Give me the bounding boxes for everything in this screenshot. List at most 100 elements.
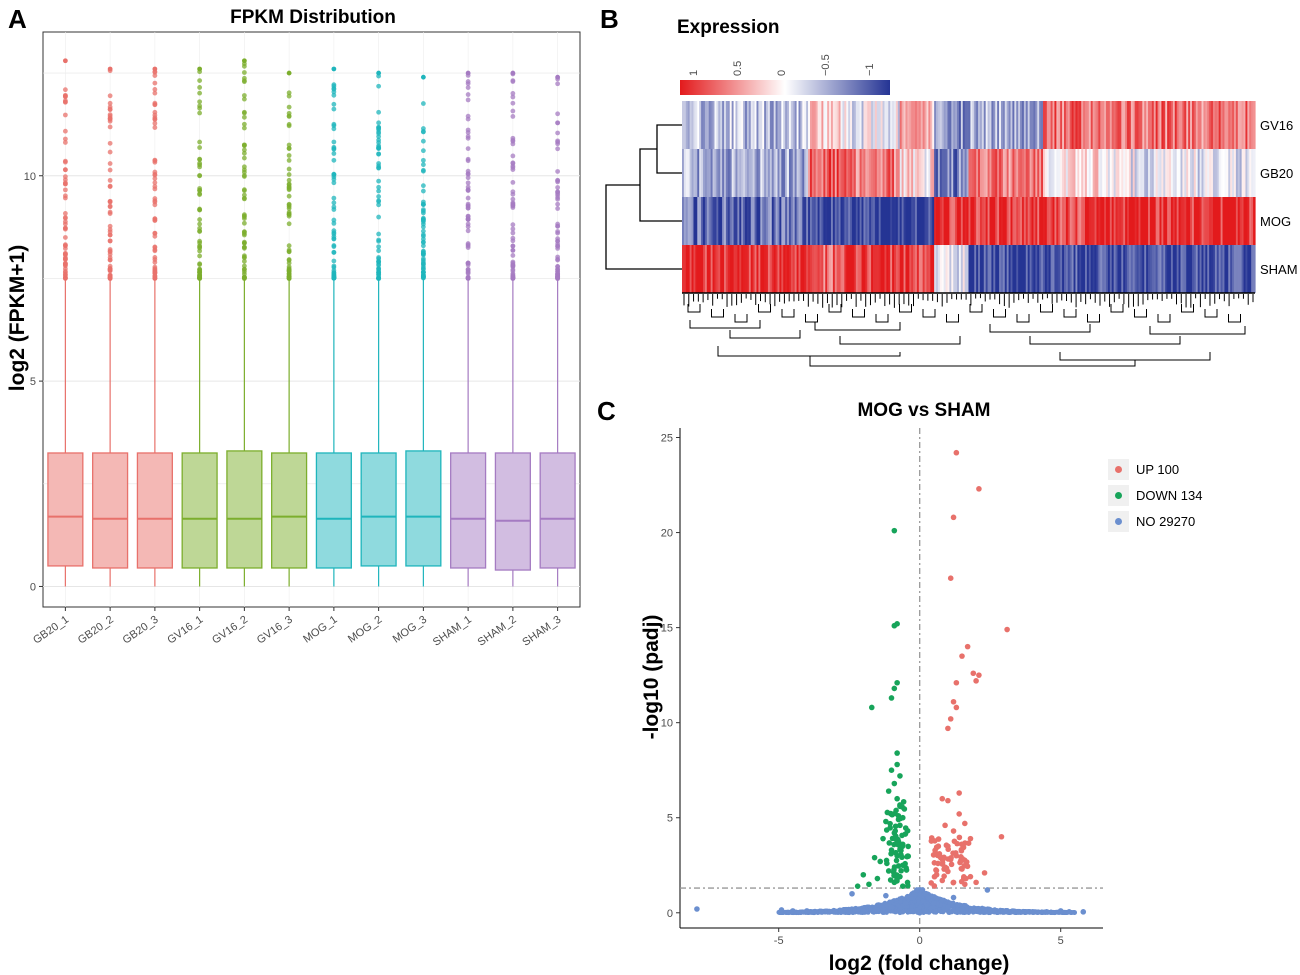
box-outlier — [107, 124, 113, 130]
heatmap-cell — [758, 149, 761, 197]
heatmap-cell — [1094, 101, 1098, 149]
heatmap-cell — [1165, 149, 1168, 197]
x-tick-label: 0 — [917, 935, 923, 947]
heatmap-cell — [1186, 101, 1189, 149]
heatmap-cell — [769, 245, 773, 293]
box-outlier — [197, 156, 203, 162]
heatmap-cell — [892, 245, 895, 293]
heatmap-cell — [876, 245, 880, 293]
heatmap-cell — [987, 149, 991, 197]
heatmap-cell — [1251, 245, 1254, 293]
point-up — [958, 857, 964, 864]
heatmap-cell — [1190, 197, 1193, 245]
box-outlier — [555, 120, 561, 126]
heatmap-cell — [842, 149, 845, 197]
heatmap-cell — [995, 197, 998, 245]
heatmap-cell — [695, 149, 698, 197]
heatmap-cell — [699, 101, 702, 149]
heatmap-cell — [710, 149, 714, 197]
heatmap-cell — [1163, 101, 1166, 149]
point-down — [885, 788, 892, 794]
heatmap-cell — [997, 197, 1000, 245]
box-outlier — [331, 231, 337, 237]
heatmap-cell — [725, 245, 729, 293]
point-up — [947, 575, 954, 581]
heatmap-cell — [1153, 149, 1157, 197]
heatmap-cell — [882, 101, 886, 149]
heatmap-cell — [1117, 101, 1120, 149]
box-outlier — [62, 128, 68, 134]
heatmap-cell — [729, 149, 733, 197]
box-outlier — [420, 183, 426, 189]
heatmap-cell — [697, 149, 700, 197]
heatmap-cell — [691, 197, 695, 245]
point-down — [877, 858, 884, 865]
heatmap-cell — [756, 149, 759, 197]
heatmap-cell — [827, 245, 830, 293]
heatmap-cell — [1033, 101, 1036, 149]
heatmap-cell — [1253, 149, 1256, 197]
heatmap-cell — [951, 197, 954, 245]
heatmap-cell — [995, 149, 998, 197]
heatmap-cell — [983, 197, 987, 245]
heatmap-cell — [731, 101, 735, 149]
heatmap-cell — [1037, 245, 1040, 293]
heatmap-cell — [836, 101, 840, 149]
heatmap-cell — [1170, 149, 1174, 197]
box-outlier — [510, 137, 516, 143]
heatmap-cell — [1186, 197, 1189, 245]
heatmap-cell — [748, 245, 752, 293]
heatmap-cell — [928, 149, 931, 197]
box-outlier — [241, 220, 247, 226]
box-SHAM_3 — [539, 74, 576, 587]
box-outlier — [152, 180, 158, 186]
heatmap-cell — [844, 101, 847, 149]
heatmap-cell — [1086, 101, 1090, 149]
heatmap-cell — [1069, 245, 1073, 293]
point-up — [950, 698, 957, 705]
panel-a-label: A — [8, 4, 27, 34]
heatmap-cell — [941, 245, 945, 293]
heatmap-cell — [703, 245, 706, 293]
heatmap-cell — [1069, 197, 1073, 245]
heatmap-cell — [1148, 245, 1151, 293]
heatmap-cell — [907, 101, 910, 149]
point-down — [895, 841, 901, 848]
heatmap-cell — [1249, 197, 1252, 245]
heatmap-cell — [823, 101, 826, 149]
point-no — [984, 887, 991, 893]
heatmap-cell — [1083, 101, 1086, 149]
heatmap-cell — [897, 101, 901, 149]
point-up — [973, 678, 979, 684]
heatmap-cell — [899, 245, 903, 293]
heatmap-cell — [903, 245, 907, 293]
point-no — [920, 898, 926, 904]
box-outlier — [62, 180, 68, 186]
box-outlier — [420, 148, 426, 154]
heatmap-cell — [951, 101, 954, 149]
heatmap-cell — [930, 197, 933, 245]
heatmap-cell — [978, 149, 981, 197]
heatmap-cell — [930, 245, 933, 293]
heatmap-cell — [1218, 149, 1222, 197]
heatmap-cell — [1056, 149, 1059, 197]
point-down — [892, 823, 899, 830]
heatmap-cell — [697, 245, 700, 293]
heatmap-cell — [886, 245, 889, 293]
heatmap-cell — [1090, 245, 1094, 293]
heatmap-cell — [892, 149, 895, 197]
box-outlier — [197, 245, 203, 251]
point-down — [854, 883, 861, 889]
heatmap-cell — [708, 101, 712, 149]
heatmap-cell — [1069, 149, 1073, 197]
heatmap-cell — [1228, 245, 1231, 293]
heatmap-cell — [1058, 245, 1061, 293]
box-outlier — [376, 151, 382, 157]
heatmap-cell — [821, 149, 824, 197]
heatmap-cell — [1012, 197, 1015, 245]
heatmap-cell — [943, 149, 947, 197]
box-outlier — [107, 257, 113, 263]
box-outlier — [420, 270, 426, 276]
heatmap-cell — [1216, 101, 1220, 149]
heatmap-cell — [1081, 197, 1084, 245]
